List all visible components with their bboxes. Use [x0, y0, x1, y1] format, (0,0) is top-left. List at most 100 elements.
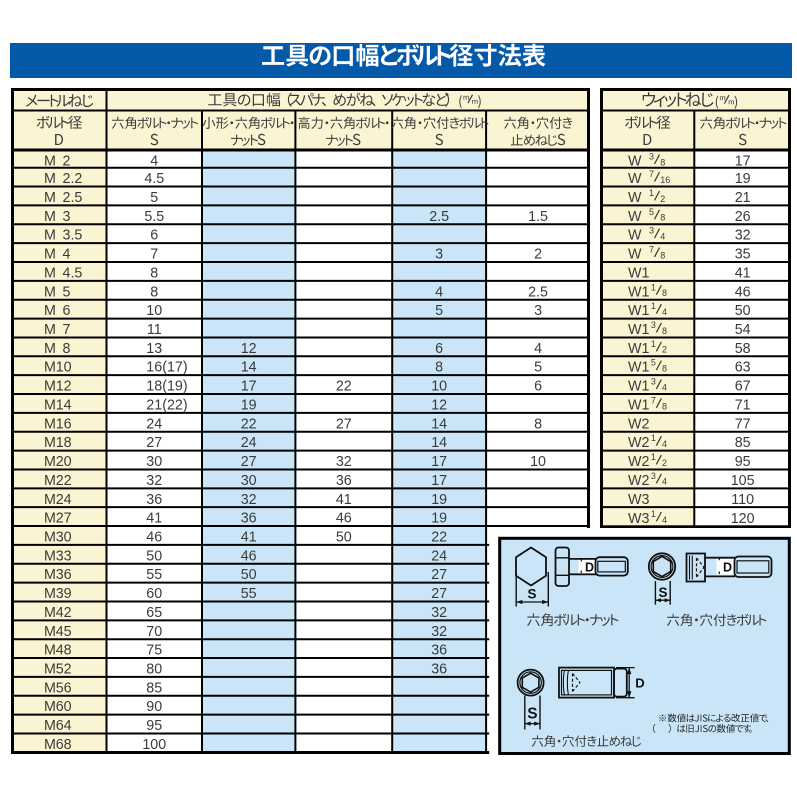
- svg-text:30: 30: [241, 473, 257, 489]
- svg-text:7: 7: [63, 322, 71, 338]
- svg-text:M: M: [44, 247, 56, 263]
- svg-text:W: W: [628, 209, 642, 225]
- svg-text:50: 50: [241, 567, 257, 583]
- svg-text:12: 12: [431, 397, 447, 413]
- svg-text:10: 10: [56, 360, 72, 376]
- svg-text:M: M: [44, 454, 56, 470]
- svg-text:W2: W2: [628, 454, 649, 470]
- svg-text:13: 13: [146, 341, 162, 357]
- svg-text:(17): (17): [162, 360, 187, 376]
- svg-text:12: 12: [241, 341, 257, 357]
- svg-text:17: 17: [241, 379, 257, 395]
- svg-text:3: 3: [435, 247, 443, 263]
- svg-text:16: 16: [660, 175, 670, 185]
- svg-text:M: M: [44, 605, 56, 621]
- svg-text:17: 17: [431, 473, 447, 489]
- svg-text:67: 67: [735, 379, 751, 395]
- svg-text:M: M: [44, 435, 56, 451]
- svg-text:24: 24: [56, 492, 72, 508]
- svg-text:8: 8: [662, 288, 667, 298]
- svg-text:2: 2: [662, 345, 667, 355]
- svg-text:30: 30: [56, 529, 72, 545]
- svg-text:M: M: [44, 322, 56, 338]
- svg-text:W1: W1: [628, 360, 649, 376]
- svg-text:D: D: [723, 560, 732, 574]
- svg-text:14: 14: [431, 435, 447, 451]
- svg-text:W1: W1: [628, 265, 649, 281]
- svg-text:36: 36: [336, 473, 352, 489]
- svg-text:6: 6: [534, 379, 542, 395]
- svg-text:80: 80: [146, 661, 162, 677]
- svg-text:50: 50: [735, 303, 751, 319]
- svg-text:W2: W2: [628, 473, 649, 489]
- svg-text:4.5: 4.5: [144, 171, 164, 187]
- svg-text:65: 65: [146, 605, 162, 621]
- svg-text:32: 32: [241, 492, 257, 508]
- svg-text:D: D: [585, 560, 594, 574]
- svg-text:4.5: 4.5: [63, 265, 83, 281]
- svg-text:12: 12: [56, 379, 72, 395]
- svg-text:M: M: [44, 548, 56, 564]
- svg-text:32: 32: [735, 228, 751, 244]
- svg-text:W1: W1: [628, 284, 649, 300]
- svg-text:M: M: [44, 737, 56, 753]
- svg-text:3: 3: [651, 471, 656, 481]
- svg-text:W: W: [628, 171, 642, 187]
- svg-text:8: 8: [150, 284, 158, 300]
- svg-text:48: 48: [56, 643, 72, 659]
- svg-text:1.5: 1.5: [528, 209, 548, 225]
- svg-text:33: 33: [56, 548, 72, 564]
- svg-text:27: 27: [146, 435, 162, 451]
- svg-text:55: 55: [241, 586, 257, 602]
- svg-text:95: 95: [735, 454, 751, 470]
- svg-text:W1: W1: [628, 397, 649, 413]
- svg-text:21: 21: [735, 190, 751, 206]
- svg-text:27: 27: [56, 511, 72, 527]
- svg-text:M: M: [44, 228, 56, 244]
- svg-text:27: 27: [336, 416, 352, 432]
- svg-text:6: 6: [150, 228, 158, 244]
- svg-text:54: 54: [735, 322, 751, 338]
- svg-text:W: W: [628, 154, 642, 170]
- svg-text:19: 19: [431, 492, 447, 508]
- svg-text:71: 71: [735, 397, 751, 413]
- svg-text:5: 5: [649, 207, 654, 217]
- svg-text:26: 26: [735, 209, 751, 225]
- svg-text:8: 8: [662, 326, 667, 336]
- svg-text:M: M: [44, 492, 56, 508]
- svg-text:58: 58: [735, 341, 751, 357]
- svg-text:7: 7: [649, 245, 654, 255]
- svg-text:M: M: [44, 416, 56, 432]
- svg-text:19: 19: [431, 511, 447, 527]
- svg-text:M: M: [44, 643, 56, 659]
- svg-text:24: 24: [146, 416, 162, 432]
- svg-text:W1: W1: [628, 303, 649, 319]
- svg-text:2.2: 2.2: [63, 171, 83, 187]
- svg-text:35: 35: [735, 247, 751, 263]
- svg-text:14: 14: [431, 416, 447, 432]
- svg-text:52: 52: [56, 661, 72, 677]
- svg-text:1: 1: [651, 433, 656, 443]
- svg-text:2: 2: [534, 247, 542, 263]
- svg-text:64: 64: [56, 718, 72, 734]
- svg-text:22: 22: [241, 416, 257, 432]
- svg-text:105: 105: [731, 473, 755, 489]
- svg-text:M: M: [44, 473, 56, 489]
- svg-text:39: 39: [56, 586, 72, 602]
- svg-text:M: M: [44, 190, 56, 206]
- svg-text:17: 17: [735, 154, 751, 170]
- svg-text:100: 100: [142, 737, 166, 753]
- svg-text:M: M: [44, 680, 56, 696]
- svg-text:M: M: [44, 209, 56, 225]
- svg-text:70: 70: [146, 624, 162, 640]
- svg-text:36: 36: [56, 567, 72, 583]
- svg-text:1: 1: [651, 452, 656, 462]
- svg-text:D: D: [635, 676, 644, 691]
- svg-text:(19): (19): [162, 379, 187, 395]
- svg-text:16: 16: [146, 360, 162, 376]
- svg-text:27: 27: [241, 454, 257, 470]
- svg-text:22: 22: [336, 379, 352, 395]
- svg-text:4: 4: [660, 232, 665, 242]
- svg-text:19: 19: [241, 397, 257, 413]
- svg-text:41: 41: [241, 529, 257, 545]
